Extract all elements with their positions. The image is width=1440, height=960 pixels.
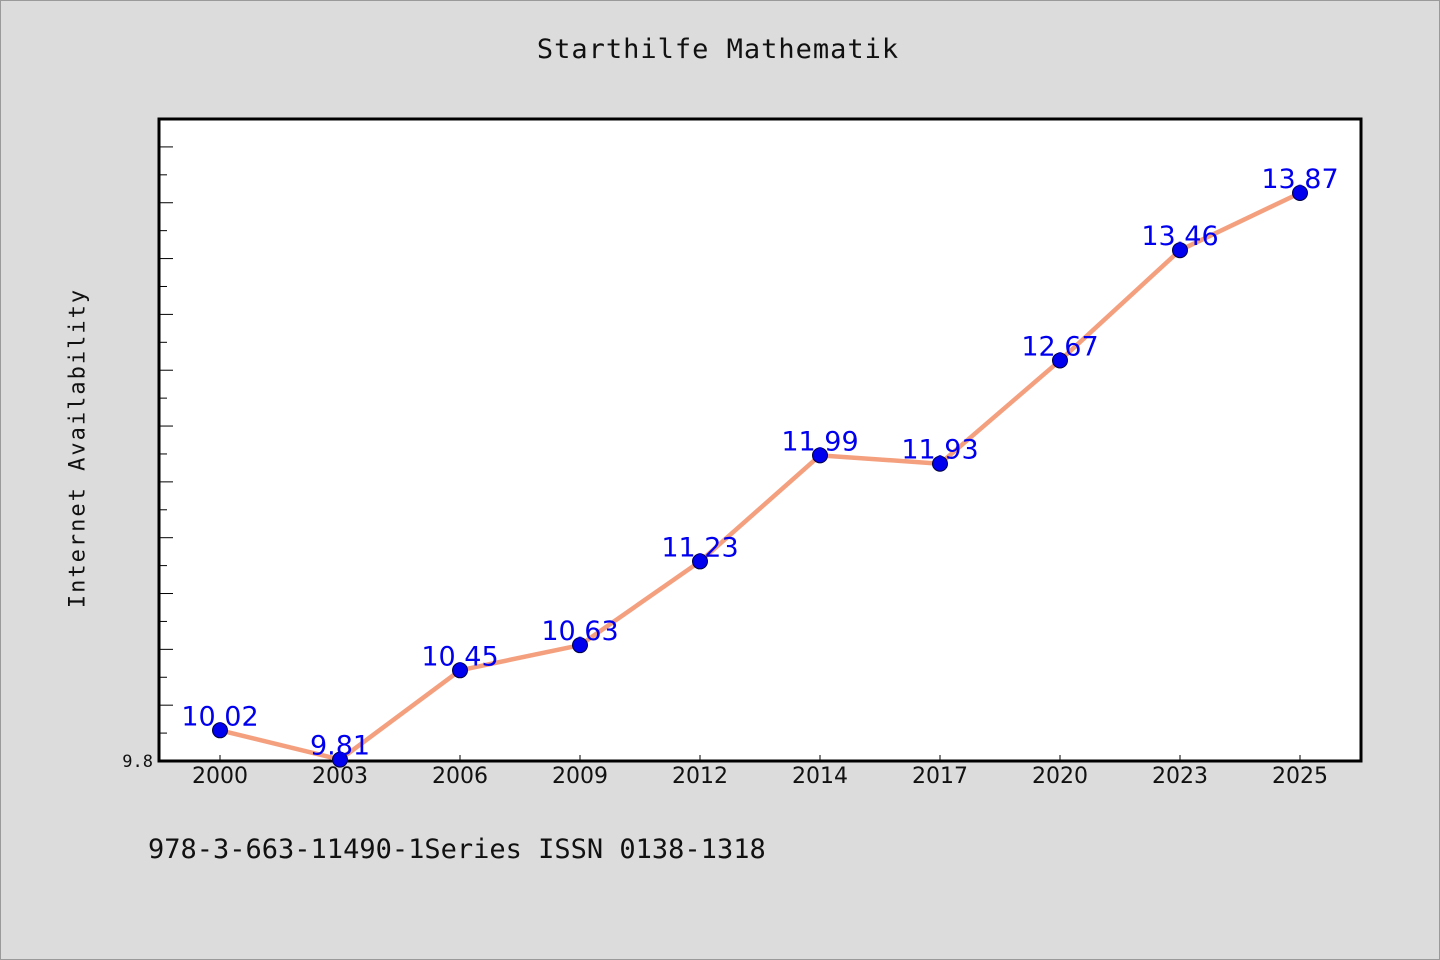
data-label: 11.99: [781, 426, 858, 457]
data-point: [932, 455, 948, 472]
x-ticks: 2000 2003 2006 2009 2012 2014 2017 2020 2023 2025: [192, 755, 1328, 789]
data-label: 12.67: [1021, 331, 1098, 362]
footer-text: 978-3-663-11490-1Series ISSN 0138-1318: [148, 834, 766, 865]
data-point: [812, 447, 828, 464]
data-label: 10.63: [541, 616, 618, 647]
x-tick-label: 2003: [312, 764, 368, 789]
x-tick-label: 2012: [672, 764, 728, 789]
x-tick-label: 2020: [1032, 764, 1088, 789]
data-point: [212, 722, 228, 739]
data-label: 10.02: [181, 701, 258, 732]
data-label: 11.23: [661, 532, 738, 563]
data-point: [692, 553, 708, 570]
data-label: 11.93: [901, 435, 978, 466]
series-group: [212, 184, 1308, 768]
y-ticks: 9.8: [122, 146, 173, 772]
data-label: 13.87: [1261, 164, 1338, 195]
y-tick-label: 9.8: [122, 752, 153, 772]
chart-title: Starthilfe Mathematik: [536, 34, 900, 65]
data-point: [332, 751, 348, 768]
x-tick-label: 2006: [432, 764, 488, 789]
x-tick-label: 2025: [1272, 764, 1328, 789]
x-tick-label: 2017: [912, 764, 968, 789]
x-tick-label: 2009: [552, 764, 608, 789]
x-tick-label: 2000: [192, 764, 248, 789]
series-line: [219, 190, 1301, 762]
x-tick-label: 2014: [792, 764, 848, 789]
data-point: [1172, 242, 1188, 259]
data-labels-group: 10.02 9.81 10.45 10.63 11.23 11.99 11.93 12.67 1…: [181, 164, 1338, 762]
data-label: 13.46: [1141, 221, 1218, 252]
data-point: [1052, 352, 1068, 369]
data-point: [1292, 184, 1308, 201]
data-point: [452, 662, 468, 679]
plot-area: [157, 117, 1363, 763]
x-tick-label: 2023: [1152, 764, 1208, 789]
data-label: 9.81: [310, 731, 370, 762]
data-label: 10.45: [421, 641, 498, 672]
data-point: [572, 637, 588, 654]
